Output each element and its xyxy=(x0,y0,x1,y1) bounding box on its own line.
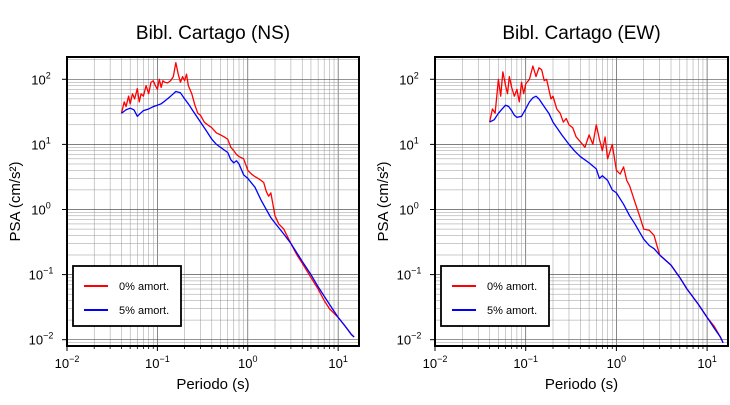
series-line-1 xyxy=(488,65,724,343)
x-tick-label: 10−2 xyxy=(423,354,448,371)
series-line-2 xyxy=(489,95,724,343)
y-tick-label: 10−1 xyxy=(29,266,54,283)
x-tick-label: 10−1 xyxy=(145,354,170,371)
plot-frame xyxy=(66,56,360,347)
x-tick-label: 10−2 xyxy=(55,354,80,371)
x-tick-label: 10−1 xyxy=(513,354,538,371)
y-tick-label: 100 xyxy=(31,200,50,217)
chart-title: Bibl. Cartago (EW) xyxy=(502,23,660,44)
y-tick-label: 100 xyxy=(399,200,418,217)
plot-frame xyxy=(434,56,729,347)
legend-label: 5% amort. xyxy=(119,305,169,317)
x-tick-label: 100 xyxy=(607,354,626,371)
y-tick-label: 10−2 xyxy=(29,331,54,348)
chart-panel-2: 10−2 10−1 100 101 102 101 100 10−1 10−2 Bibl. Car… xyxy=(375,23,729,393)
y-tick-label: 10−2 xyxy=(397,331,422,348)
chart-panel-1: 10−2 10−1 100 101 102 101 100 10−1 10−2 Bibl. Car… xyxy=(7,23,360,393)
x-tick-label: 100 xyxy=(238,354,257,371)
grid xyxy=(66,57,359,347)
series-line-2 xyxy=(121,90,355,338)
legend-label: 5% amort. xyxy=(487,305,537,317)
y-axis-label: PSA (cm/s²) xyxy=(375,161,392,241)
legend: 0% amort. 5% amort. xyxy=(72,265,182,327)
legend-label: 0% amort. xyxy=(487,281,537,293)
x-axis-label: Periodo (s) xyxy=(176,376,249,393)
y-tick-label: 102 xyxy=(399,70,418,87)
legend-box xyxy=(72,265,182,327)
y-tick-label: 102 xyxy=(31,70,50,87)
legend-box xyxy=(440,265,550,327)
y-tick-label: 10−1 xyxy=(397,266,422,283)
y-tick-label: 101 xyxy=(31,135,50,152)
x-tick-label: 101 xyxy=(697,354,716,371)
legend: 0% amort. 5% amort. xyxy=(440,265,550,327)
y-tick-label: 101 xyxy=(399,135,418,152)
series-line-1 xyxy=(120,62,355,338)
chart-title: Bibl. Cartago (NS) xyxy=(136,23,290,44)
y-axis-label: PSA (cm/s²) xyxy=(7,161,24,241)
legend-label: 0% amort. xyxy=(119,281,169,293)
x-axis-label: Periodo (s) xyxy=(545,376,618,393)
x-tick-label: 101 xyxy=(328,354,347,371)
